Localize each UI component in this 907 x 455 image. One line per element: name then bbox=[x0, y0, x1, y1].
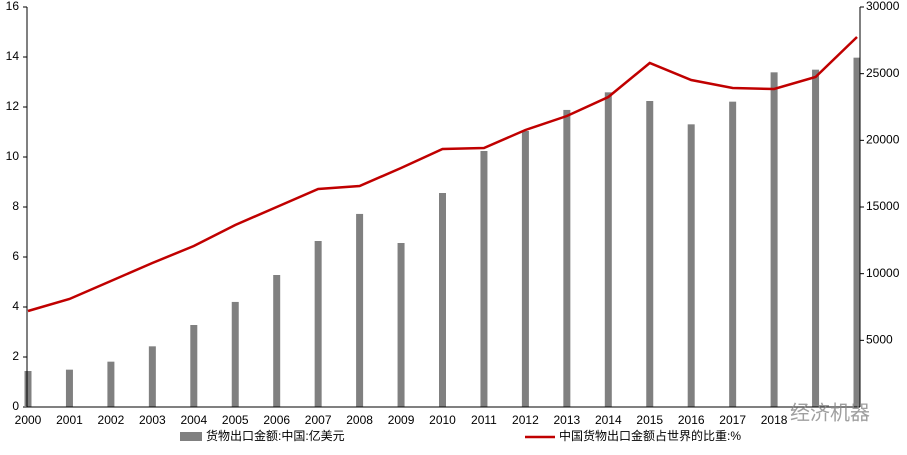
y-tick-label: 12 bbox=[6, 99, 20, 113]
x-tick-label: 2005 bbox=[222, 413, 249, 427]
legend-label: 中国货物出口金额占世界的比重:% bbox=[559, 428, 741, 443]
y-tick-label: 2 bbox=[12, 349, 19, 363]
bar bbox=[190, 325, 198, 407]
x-tick-label: 2014 bbox=[595, 413, 622, 427]
y2-tick-label: 10000 bbox=[866, 266, 900, 280]
bar bbox=[148, 346, 156, 407]
y-tick-label: 0 bbox=[12, 399, 19, 413]
y2-tick-label: 25000 bbox=[866, 66, 900, 80]
bar bbox=[729, 101, 737, 408]
bar bbox=[521, 131, 529, 407]
y-tick-label: 8 bbox=[12, 199, 19, 213]
legend-label: 货物出口金额:中国:亿美元 bbox=[206, 428, 345, 443]
bar bbox=[356, 213, 364, 407]
x-tick-label: 2017 bbox=[719, 413, 746, 427]
x-tick-label: 2007 bbox=[305, 413, 332, 427]
x-tick-label: 2002 bbox=[98, 413, 125, 427]
x-tick-label: 2013 bbox=[553, 413, 580, 427]
y2-tick-label: 5000 bbox=[866, 333, 893, 347]
bar bbox=[563, 109, 571, 407]
bar bbox=[812, 69, 820, 408]
bar bbox=[273, 275, 281, 407]
y2-tick-label: 15000 bbox=[866, 199, 900, 213]
x-tick-label: 2016 bbox=[678, 413, 705, 427]
x-tick-label: 2000 bbox=[15, 413, 42, 427]
y-tick-label: 16 bbox=[6, 0, 20, 13]
x-tick-label: 2015 bbox=[636, 413, 663, 427]
bar bbox=[480, 151, 488, 407]
y-tick-label: 14 bbox=[6, 49, 20, 63]
x-tick-label: 2012 bbox=[512, 413, 539, 427]
bar bbox=[687, 124, 695, 407]
x-tick-label: 2008 bbox=[346, 413, 373, 427]
x-tick-label: 2011 bbox=[471, 413, 497, 427]
y-tick-label: 6 bbox=[12, 249, 19, 263]
legend-swatch bbox=[180, 432, 202, 441]
y2-tick-label: 30000 bbox=[866, 0, 900, 13]
bar bbox=[604, 92, 612, 407]
bar bbox=[853, 57, 861, 408]
bar bbox=[24, 371, 32, 407]
x-tick-label: 2004 bbox=[180, 413, 207, 427]
x-tick-label: 2001 bbox=[56, 413, 83, 427]
x-tick-label: 2010 bbox=[429, 413, 456, 427]
bar bbox=[231, 301, 239, 407]
bar bbox=[646, 101, 654, 407]
bar bbox=[314, 241, 322, 407]
x-tick-label: 2009 bbox=[388, 413, 415, 427]
line bbox=[27, 36, 858, 313]
bar bbox=[107, 361, 115, 407]
bar bbox=[439, 193, 446, 407]
y2-tick-label: 20000 bbox=[866, 133, 900, 147]
y-tick-label: 10 bbox=[6, 149, 20, 163]
x-tick-label: 2006 bbox=[263, 413, 290, 427]
bar bbox=[770, 72, 778, 407]
bar bbox=[397, 243, 405, 407]
x-tick-label: 2003 bbox=[139, 413, 166, 427]
bar bbox=[65, 369, 73, 407]
watermark: 经济机器 bbox=[790, 401, 870, 424]
x-tick-label: 2018 bbox=[761, 413, 788, 427]
y-tick-label: 4 bbox=[12, 299, 19, 313]
